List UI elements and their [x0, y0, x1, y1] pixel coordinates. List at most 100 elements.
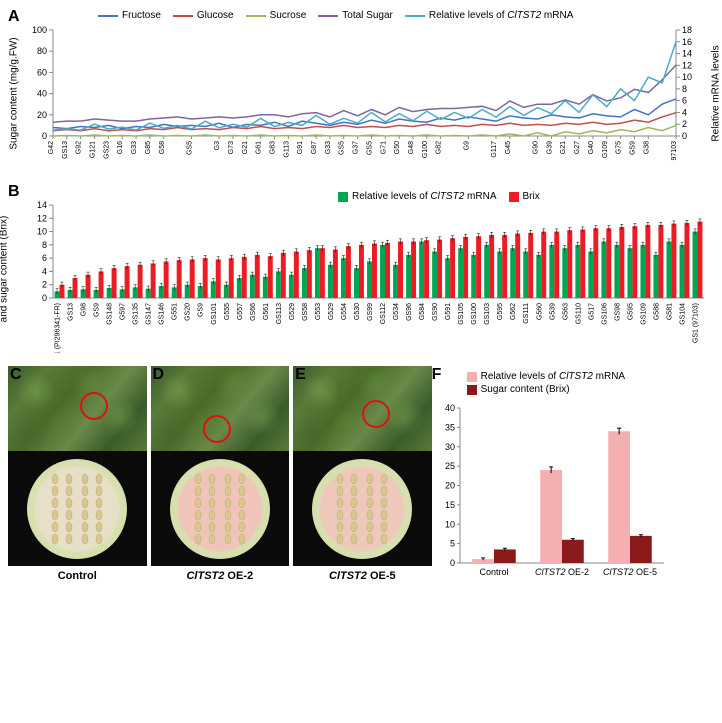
svg-text:0: 0	[450, 558, 455, 568]
svg-text:G50: G50	[394, 141, 401, 154]
svg-text:G61: G61	[256, 141, 263, 154]
svg-text:GS1 (97103): GS1 (97103)	[692, 303, 699, 343]
svg-text:4: 4	[42, 266, 47, 276]
svg-text:GS13: GS13	[68, 303, 75, 321]
panel-a-chart: 020406080100024681012141618G42GS13G92G12…	[8, 8, 714, 178]
svg-text:G555: G555	[224, 303, 231, 320]
svg-text:GS111: GS111	[523, 303, 530, 324]
svg-text:16: 16	[682, 37, 692, 47]
svg-text:2: 2	[42, 280, 47, 290]
svg-text:G40: G40	[588, 141, 595, 154]
svg-text:GS98: GS98	[614, 303, 621, 321]
svg-text:GS105: GS105	[458, 303, 465, 325]
svg-text:GS148: GS148	[107, 303, 114, 325]
svg-text:G557: G557	[237, 303, 244, 320]
svg-text:G534: G534	[393, 303, 400, 320]
svg-text:G42: G42	[48, 141, 55, 154]
svg-text:G563: G563	[562, 303, 569, 320]
svg-text:80: 80	[37, 46, 47, 56]
svg-text:35: 35	[445, 422, 455, 432]
svg-text:G597: G597	[120, 303, 127, 320]
panel-e-caption: ClTST2 OE-5	[293, 570, 432, 582]
panel-c-caption: Control	[8, 570, 147, 582]
svg-text:G591: G591	[445, 303, 452, 320]
panel-c-plant	[8, 366, 147, 451]
svg-text:G562: G562	[510, 303, 517, 320]
svg-text:30: 30	[445, 442, 455, 452]
svg-text:G581: G581	[666, 303, 673, 320]
svg-text:G530: G530	[354, 303, 361, 320]
panel-c-label: C	[10, 366, 22, 384]
svg-text:GS101: GS101	[211, 303, 218, 325]
svg-text:G73: G73	[228, 141, 235, 154]
svg-text:G71: G71	[380, 141, 387, 154]
svg-text:G584: G584	[419, 303, 426, 320]
svg-text:G87: G87	[311, 141, 318, 154]
svg-text:GS109: GS109	[640, 303, 647, 325]
svg-text:G117: G117	[491, 141, 498, 158]
svg-text:G539: G539	[549, 303, 556, 320]
svg-text:GS147: GS147	[146, 303, 153, 325]
svg-text:G27: G27	[574, 141, 581, 154]
svg-text:GS90: GS90	[432, 303, 439, 321]
svg-text:G560: G560	[536, 303, 543, 320]
svg-text:GS9: GS9	[198, 303, 205, 317]
svg-text:G595: G595	[627, 303, 634, 320]
svg-text:15: 15	[445, 500, 455, 510]
panel-f-chart: 0510152025303540ControlClTST2 OE-2ClTST2…	[432, 366, 672, 591]
svg-text:G553: G553	[315, 303, 322, 320]
panel-d-label: D	[153, 366, 165, 384]
svg-text:G58: G58	[159, 141, 166, 154]
svg-text:G82: G82	[436, 141, 443, 154]
svg-text:5: 5	[450, 539, 455, 549]
svg-text:G37: G37	[353, 141, 360, 154]
svg-text:GS96: GS96	[406, 303, 413, 321]
panel-e-fruit	[293, 451, 432, 566]
panel-e: E ClTST2 OE-5	[293, 366, 432, 591]
svg-text:12: 12	[37, 213, 47, 223]
svg-text:GS13: GS13	[62, 141, 69, 159]
svg-text:GS104: GS104	[679, 303, 686, 325]
panel-d-circle	[203, 415, 231, 443]
bottom-row: C Control D ClTST2 OE-2 E ClTST2 OE-5 F …	[8, 366, 714, 591]
panel-e-circle	[362, 400, 390, 428]
svg-text:60: 60	[37, 67, 47, 77]
svg-text:8: 8	[42, 240, 47, 250]
panel-e-label: E	[295, 366, 306, 384]
svg-text:100: 100	[32, 25, 47, 35]
svg-text:G92: G92	[76, 141, 83, 154]
svg-text:G83: G83	[270, 141, 277, 154]
svg-text:G39: G39	[546, 141, 553, 154]
svg-text:14: 14	[682, 49, 692, 59]
svg-text:G45: G45	[505, 141, 512, 154]
svg-text:6: 6	[682, 96, 687, 106]
svg-text:G21: G21	[560, 141, 567, 154]
svg-text:GS5: GS5	[366, 141, 373, 155]
svg-text:G98: G98	[81, 303, 88, 316]
svg-text:G551: G551	[172, 303, 179, 320]
panel-f: F Relative levels of ClTST2 mRNASugar co…	[432, 366, 714, 591]
panel-d-caption: ClTST2 OE-2	[151, 570, 290, 582]
svg-text:10: 10	[37, 227, 47, 237]
svg-text:G121: G121	[90, 141, 97, 158]
svg-text:G91: G91	[297, 141, 304, 154]
svg-text:GS106: GS106	[601, 303, 608, 325]
panel-d-plant	[151, 366, 290, 451]
svg-text:GS103: GS103	[484, 303, 491, 325]
panel-e-plant	[293, 366, 432, 451]
svg-text:G595: G595	[497, 303, 504, 320]
svg-text:G529: G529	[328, 303, 335, 320]
svg-text:GS9: GS9	[94, 303, 101, 317]
svg-text:14: 14	[37, 200, 47, 210]
svg-text:ClTST2 OE-5: ClTST2 OE-5	[603, 567, 657, 577]
svg-text:G9: G9	[463, 141, 470, 150]
svg-text:G21: G21	[242, 141, 249, 154]
svg-text:G3: G3	[214, 141, 221, 150]
svg-text:0: 0	[42, 293, 47, 303]
svg-text:GS110: GS110	[575, 303, 582, 324]
svg-text:GS20: GS20	[185, 303, 192, 321]
svg-text:10: 10	[445, 519, 455, 529]
svg-text:GS113: GS113	[276, 303, 283, 324]
svg-text:GS99: GS99	[367, 303, 374, 321]
svg-text:G588: G588	[653, 303, 660, 320]
